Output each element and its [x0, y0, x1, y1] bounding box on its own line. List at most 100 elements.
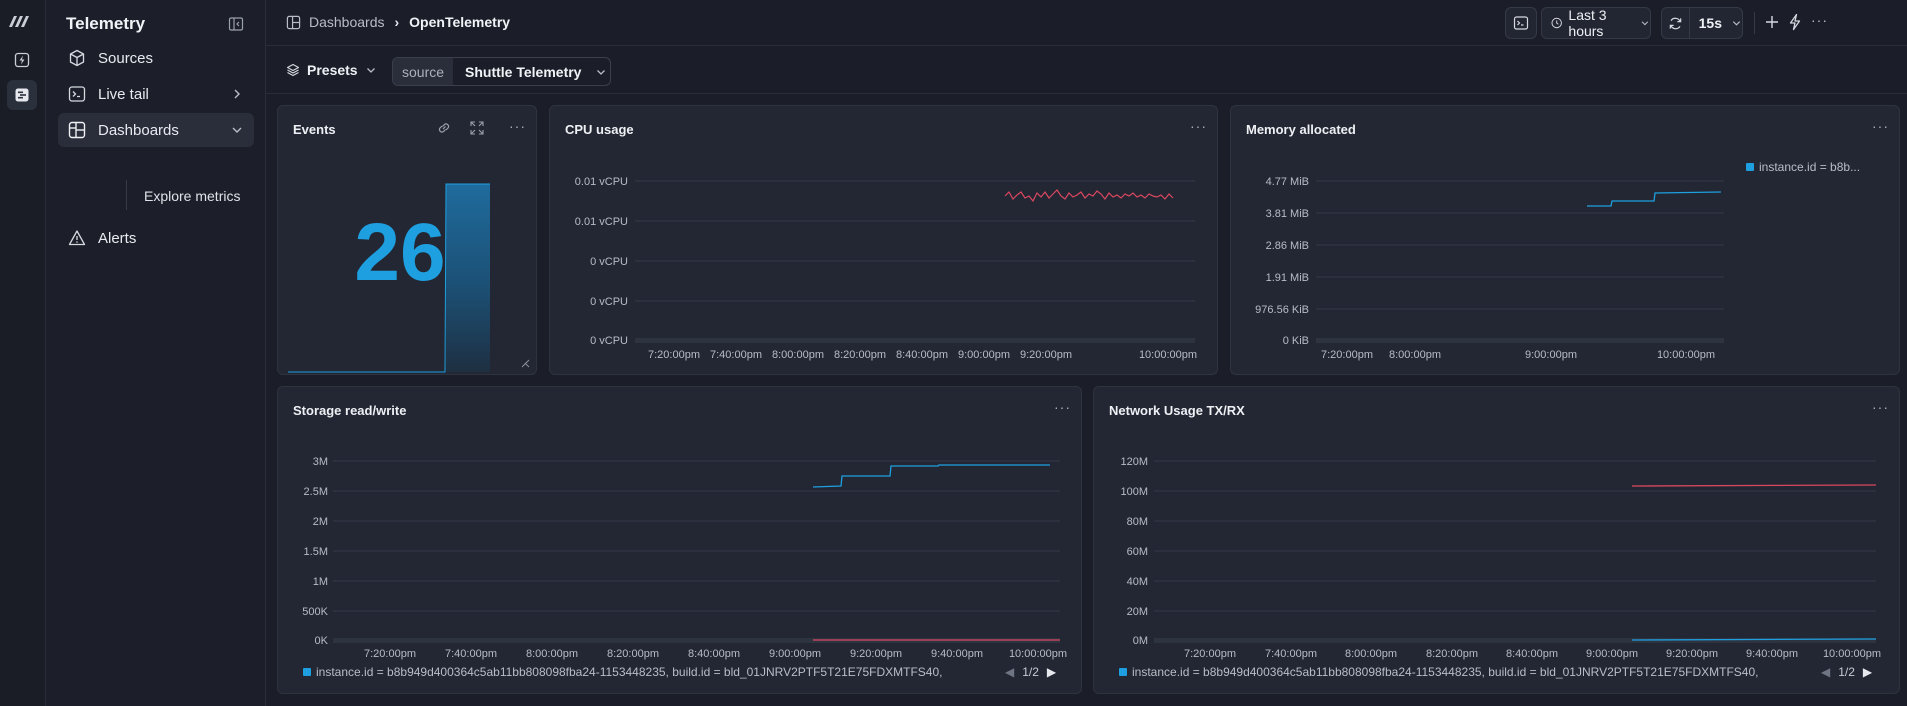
time-range-select[interactable]: Last 3 hours [1541, 7, 1651, 39]
x-tick-label: 7:20:00pm [1321, 349, 1373, 361]
legend-swatch [303, 668, 311, 676]
x-tick-label: 10:00:00pm [1139, 349, 1197, 361]
refresh-button[interactable] [1662, 8, 1690, 38]
chevron-down-icon [365, 64, 377, 76]
y-tick-label: 2.5M [304, 486, 328, 498]
x-tick-label: 7:20:00pm [364, 648, 416, 660]
sidebar-subitem-explore-metrics[interactable]: Explore metrics [144, 188, 240, 204]
memory-allocated-panel: Memory allocated ··· 4.77 MiB 3.81 MiB 2… [1230, 105, 1900, 375]
sidebar-item-label: Alerts [98, 230, 136, 247]
y-tick-label: 2M [313, 516, 328, 528]
time-range-value: Last 3 hours [1568, 7, 1631, 39]
y-tick-label: 20M [1127, 606, 1148, 618]
y-tick-label: 0K [315, 635, 329, 647]
cube-icon [68, 49, 86, 67]
x-tick-label: 9:00:00pm [1525, 349, 1577, 361]
x-tick-label: 9:20:00pm [850, 648, 902, 660]
events-count-value: 26 [278, 206, 538, 300]
legend-swatch [1119, 668, 1127, 676]
plus-icon[interactable] [1764, 14, 1780, 30]
cpu-series-line [1005, 190, 1173, 201]
terminal-icon [68, 85, 86, 103]
header-divider [1754, 12, 1755, 34]
network-usage-panel: Network Usage TX/RX ··· 120M 100M 80M 60… [1093, 386, 1900, 694]
x-tick-label: 7:40:00pm [445, 648, 497, 660]
cpu-usage-chart: 0.01 vCPU 0.01 vCPU 0 vCPU 0 vCPU 0 vCPU… [550, 106, 1219, 376]
chevron-down-icon [595, 66, 607, 78]
chevron-down-icon [1640, 17, 1650, 29]
x-tick-label: 9:40:00pm [931, 648, 983, 660]
sidebar-item-dashboards[interactable]: Dashboards [58, 113, 254, 147]
legend-page-indicator: 1/2 [1838, 665, 1855, 679]
breadcrumb-dashboards-link[interactable]: Dashboards [309, 14, 385, 30]
dashboard-icon [68, 121, 86, 139]
legend-swatch [1746, 163, 1754, 171]
chevron-right-icon [230, 87, 244, 101]
x-tick-label: 7:40:00pm [1265, 648, 1317, 660]
sidebar-item-sources[interactable]: Sources [58, 41, 254, 75]
app-logo-icon[interactable] [8, 12, 30, 30]
legend-label: instance.id = b8b... [1759, 160, 1860, 174]
caret-left-icon[interactable]: ◀ [1005, 665, 1014, 679]
sidebar-item-label: Dashboards [98, 122, 179, 139]
x-tick-label: 8:20:00pm [607, 648, 659, 660]
lightning-icon[interactable] [1787, 13, 1803, 31]
x-tick-label: 10:00:00pm [1657, 349, 1715, 361]
rail-telemetry-button[interactable] [7, 45, 37, 75]
y-tick-label: 500K [302, 606, 328, 618]
x-tick-label: 8:20:00pm [834, 349, 886, 361]
x-tick-label: 7:20:00pm [1184, 648, 1236, 660]
x-tick-label: 8:40:00pm [688, 648, 740, 660]
refresh-control[interactable]: 15s [1661, 7, 1743, 39]
storage-read-line [813, 465, 1050, 487]
cpu-usage-panel: CPU usage ··· 0.01 vCPU 0.01 vCPU 0 vCPU… [549, 105, 1218, 375]
sidebar-item-alerts[interactable]: Alerts [58, 221, 254, 255]
y-tick-label: 120M [1120, 456, 1148, 468]
chart-legend[interactable]: instance.id = b8b... [1746, 160, 1860, 174]
y-tick-label: 0.01 vCPU [575, 176, 628, 188]
presets-button[interactable]: Presets [286, 62, 377, 78]
legend-label: instance.id = b8b949d400364c5ab11bb80809… [316, 665, 942, 679]
y-tick-label: 40M [1127, 576, 1148, 588]
source-select-label: source [393, 58, 453, 85]
caret-right-icon[interactable]: ▶ [1863, 665, 1872, 679]
legend-label: instance.id = b8b949d400364c5ab11bb80809… [1132, 665, 1758, 679]
x-tick-label: 9:20:00pm [1666, 648, 1718, 660]
x-tick-label: 7:40:00pm [710, 349, 762, 361]
presets-label: Presets [307, 62, 358, 78]
events-panel: Events ··· 26 [277, 105, 537, 375]
y-tick-label: 0 vCPU [590, 335, 628, 347]
y-tick-label: 4.77 MiB [1266, 176, 1309, 188]
breadcrumb-separator: › [395, 14, 400, 30]
x-tick-label: 8:40:00pm [896, 349, 948, 361]
list-box-icon [14, 87, 30, 103]
chevron-down-icon [1731, 17, 1742, 29]
console-button[interactable] [1505, 7, 1537, 39]
x-tick-label: 8:00:00pm [1345, 648, 1397, 660]
sidebar-collapse-icon[interactable] [228, 16, 244, 32]
x-tick-label: 10:00:00pm [1009, 648, 1067, 660]
y-tick-label: 3M [313, 456, 328, 468]
sidebar-item-live-tail[interactable]: Live tail [58, 77, 254, 111]
storage-read-write-panel: Storage read/write ··· 3M 2.5M 2M 1.5M 1… [277, 386, 1082, 694]
caret-right-icon[interactable]: ▶ [1047, 665, 1056, 679]
rail-logs-button[interactable] [7, 80, 37, 110]
x-tick-label: 8:00:00pm [526, 648, 578, 660]
legend-page-indicator: 1/2 [1022, 665, 1039, 679]
icon-rail [0, 0, 46, 706]
source-select[interactable]: source Shuttle Telemetry [392, 57, 611, 86]
x-tick-label: 8:20:00pm [1426, 648, 1478, 660]
app-title: Telemetry [66, 14, 145, 34]
more-options-button[interactable]: ··· [1811, 12, 1828, 28]
sidebar-item-label: Live tail [98, 86, 149, 103]
x-tick-label: 9:00:00pm [769, 648, 821, 660]
chart-legend[interactable]: instance.id = b8b949d400364c5ab11bb80809… [303, 665, 942, 679]
storage-read-write-chart: 3M 2.5M 2M 1.5M 1M 500K 0K 7:20:00pm 7:4… [278, 387, 1083, 695]
x-tick-label: 10:00:00pm [1823, 648, 1881, 660]
clock-icon [1551, 16, 1562, 30]
chart-legend[interactable]: instance.id = b8b949d400364c5ab11bb80809… [1119, 665, 1758, 679]
layers-icon [286, 63, 300, 77]
x-tick-label: 9:20:00pm [1020, 349, 1072, 361]
submenu-guide-line [126, 180, 127, 210]
caret-left-icon[interactable]: ◀ [1821, 665, 1830, 679]
